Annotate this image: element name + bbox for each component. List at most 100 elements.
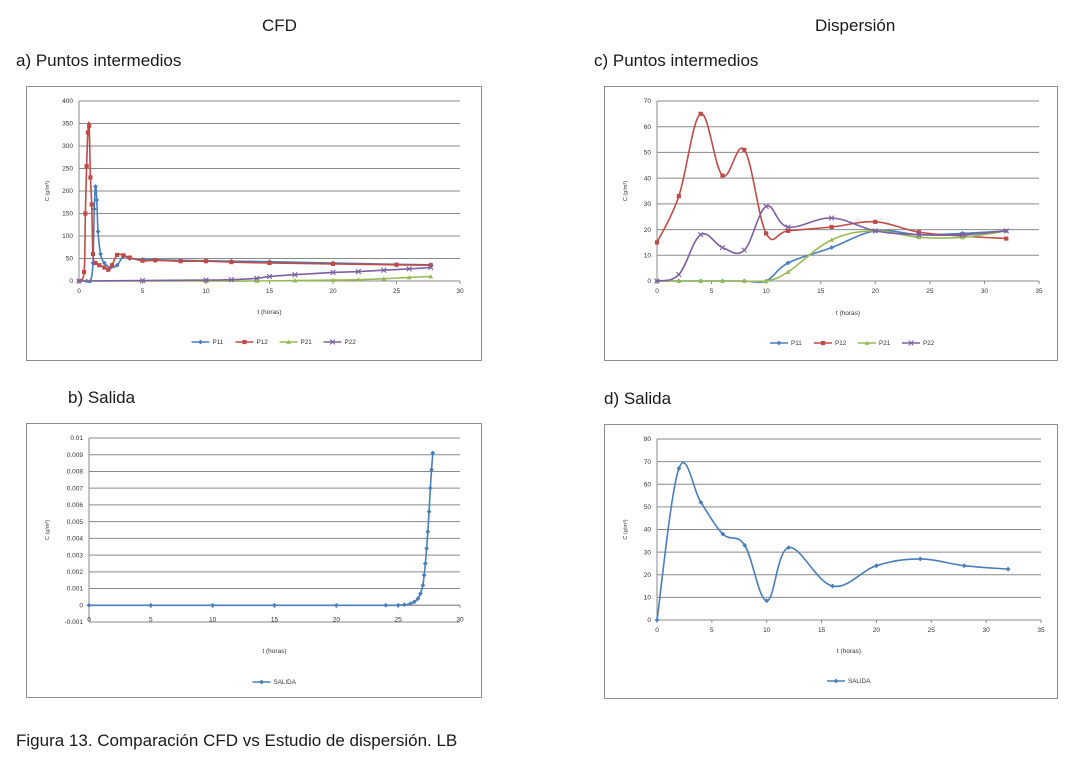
data-point — [178, 259, 183, 264]
legend-item-p12: P12 — [814, 340, 847, 347]
data-point — [267, 260, 272, 266]
data-point — [654, 278, 660, 284]
data-point — [422, 561, 428, 566]
data-point — [401, 602, 407, 608]
x-axis-label: t (horas) — [257, 309, 281, 316]
data-point — [84, 164, 89, 169]
x-tick-label: 0 — [77, 288, 81, 295]
data-point — [698, 111, 703, 116]
data-point — [676, 278, 682, 283]
data-point — [408, 601, 413, 606]
x-tick-label: 30 — [456, 616, 464, 623]
series-line-p22 — [656, 205, 1007, 282]
x-tick-label: 10 — [209, 616, 217, 623]
y-tick-label: 50 — [644, 150, 652, 157]
panel-title-a: a) Puntos intermedios — [16, 51, 182, 70]
data-point — [959, 231, 966, 238]
data-point — [406, 275, 412, 280]
data-point — [203, 259, 209, 264]
data-point — [106, 267, 111, 272]
data-point — [829, 237, 835, 242]
series-salida — [654, 461, 1011, 623]
data-point — [89, 202, 94, 207]
x-tick-label: 20 — [872, 288, 880, 295]
y-tick-label: 0.005 — [67, 519, 84, 526]
y-tick-label: 30 — [644, 549, 652, 556]
x-tick-label: 35 — [1037, 627, 1045, 634]
data-point — [829, 245, 835, 250]
legend-item-p12: P12 — [235, 339, 268, 346]
y-tick-label: 0.009 — [67, 452, 84, 459]
gridlines — [657, 100, 1039, 282]
data-point — [916, 234, 922, 240]
data-point — [676, 194, 681, 199]
data-point — [381, 276, 387, 281]
data-point — [254, 278, 260, 283]
data-point — [228, 276, 235, 283]
chart-d-salida-dispersion: 0 10 20 30 40 50 60 70 80 0 5 10 15 20 25 30 35 t (horas)… — [604, 424, 1058, 699]
y-tick-label: 0.008 — [67, 469, 84, 476]
y-tick-label: 0.003 — [67, 552, 84, 559]
legend-marker — [286, 339, 291, 344]
data-point — [742, 542, 748, 548]
series-p12 — [76, 121, 433, 284]
y-tick-label: 60 — [644, 124, 652, 131]
y-tick-label: 50 — [66, 256, 74, 263]
data-point — [427, 485, 433, 491]
data-point — [356, 277, 361, 282]
data-point — [415, 596, 421, 601]
y-tick-label: 0 — [79, 602, 83, 609]
x-tick-label: 5 — [141, 288, 145, 295]
y-tick-label: 250 — [62, 166, 73, 173]
y-tick-label: 10 — [644, 595, 652, 602]
data-point — [428, 274, 434, 279]
legend-item-p21: P21 — [279, 339, 312, 346]
y-tick-label: 70 — [644, 98, 652, 105]
series-line-p11 — [78, 185, 431, 284]
data-point — [764, 231, 769, 236]
series-salida — [86, 450, 436, 608]
y-tick-label: 80 — [644, 436, 652, 443]
data-point — [426, 509, 432, 514]
legend: SALIDA — [827, 678, 871, 685]
data-point — [430, 450, 436, 456]
y-axis-label: C (g/m³) — [623, 519, 629, 539]
legend-marker — [242, 339, 247, 345]
x-tick-label: 10 — [763, 288, 771, 295]
data-point — [102, 265, 107, 270]
data-point — [91, 206, 97, 212]
chart-d-svg: 0 10 20 30 40 50 60 70 80 0 5 10 15 20 25 30 35 t (horas)… — [623, 436, 1045, 685]
data-point — [90, 251, 96, 257]
data-point — [115, 252, 120, 257]
series-line-salida — [88, 452, 434, 607]
data-point — [395, 602, 401, 608]
data-point — [292, 278, 298, 283]
y-tick-label: 20 — [644, 227, 652, 234]
y-tick-label: 0.001 — [67, 586, 84, 593]
x-tick-label: 15 — [271, 616, 279, 623]
data-point — [1005, 566, 1011, 572]
data-point — [87, 123, 92, 128]
data-point — [114, 262, 120, 268]
y-tick-label: 150 — [62, 211, 73, 218]
legend: P11 P12 P21 P22 — [191, 339, 356, 346]
series-p11 — [654, 228, 1009, 284]
y-tick-label: 30 — [644, 201, 652, 208]
data-point — [698, 278, 704, 283]
data-point — [916, 230, 922, 235]
series-p21 — [76, 274, 434, 283]
legend-item-p21: P21 — [858, 340, 891, 347]
x-tick-label: 5 — [149, 616, 153, 623]
data-point — [153, 258, 158, 263]
data-point — [330, 269, 336, 276]
legend-item-salida: SALIDA — [252, 679, 297, 686]
data-point — [830, 583, 835, 589]
data-point — [654, 617, 660, 623]
data-point — [355, 268, 362, 275]
data-point — [333, 602, 339, 608]
data-point — [93, 260, 98, 266]
data-point — [121, 253, 126, 258]
data-point — [272, 602, 277, 608]
data-point — [872, 228, 879, 234]
data-point — [785, 224, 791, 230]
